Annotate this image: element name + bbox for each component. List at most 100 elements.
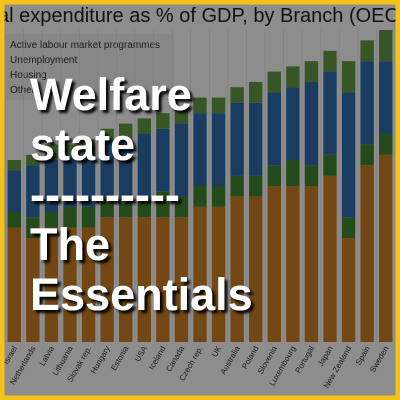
- bar-segment: [137, 217, 151, 342]
- bar-segment: [26, 217, 40, 238]
- bar-segment: [249, 82, 263, 103]
- bar-segment: [193, 97, 207, 114]
- bar-segment: [379, 134, 393, 155]
- bar-segment: [360, 40, 374, 62]
- bar-segment: [304, 165, 319, 186]
- bar-segment: [267, 186, 281, 342]
- bar-segment: [63, 154, 77, 207]
- bar-segment: [119, 123, 133, 140]
- bar-segment: [286, 87, 300, 160]
- bar-segment: [174, 196, 189, 218]
- bar-segment: [360, 165, 374, 342]
- bar-segment: [156, 113, 170, 129]
- bar-segment: [81, 139, 96, 155]
- bar-segment: [193, 113, 207, 186]
- bar-segment: [44, 212, 59, 228]
- bar-segment: [119, 139, 133, 202]
- bar-segment: [81, 206, 96, 228]
- headline-line: state: [30, 119, 135, 170]
- bar-segment: [81, 154, 96, 207]
- bar-segment: [286, 66, 300, 88]
- bar-segment: [323, 50, 337, 72]
- bar-segment: [267, 165, 281, 186]
- bar-segment: [119, 217, 133, 342]
- bar-segment: [341, 92, 356, 218]
- bar-segment: [137, 134, 151, 197]
- legend-label: Unemployment: [10, 55, 77, 66]
- legend-box: [6, 34, 174, 100]
- headline-line: The: [30, 219, 110, 270]
- bar-segment: [230, 175, 244, 197]
- bar-segment: [211, 113, 226, 186]
- bar-segment: [193, 186, 207, 207]
- bar-segment: [230, 102, 244, 176]
- headline-line: ----------: [30, 169, 180, 220]
- bar-segment: [174, 108, 189, 124]
- bar-segment: [137, 196, 151, 218]
- bar-segment: [341, 217, 356, 238]
- bar-segment: [63, 227, 77, 342]
- bar-segment: [7, 212, 21, 228]
- bar-segment: [249, 102, 263, 176]
- bar-segment: [63, 206, 77, 228]
- bar-segment: [100, 139, 114, 197]
- bar-segment: [323, 71, 337, 155]
- bar-segment: [156, 217, 170, 342]
- bar-segment: [360, 61, 374, 145]
- dark-overlay: [4, 4, 396, 396]
- bar-segment: [7, 170, 21, 212]
- bar-segment: [156, 128, 170, 192]
- bar-segment: [249, 196, 263, 342]
- bar-segment: [341, 61, 356, 93]
- bar-segment: [379, 30, 393, 62]
- legend: Active labour market programmes Unemploym…: [6, 34, 174, 100]
- bar-segment: [304, 186, 319, 342]
- bar-segment: [81, 227, 96, 342]
- headline-line: Welfare: [30, 69, 192, 120]
- chart-title: al expenditure as % of GDP, by Branch (O…: [0, 5, 400, 27]
- bar-segment: [249, 175, 263, 197]
- bar-segment: [304, 82, 319, 166]
- bar-segment: [119, 201, 133, 218]
- bar-segment: [267, 92, 281, 166]
- bar-segment: [174, 123, 189, 197]
- bar-segment: [230, 87, 244, 103]
- bar-segment: [267, 71, 281, 93]
- legend-label: Other: [10, 85, 36, 96]
- bar-segment: [7, 227, 21, 342]
- bar-segment: [211, 97, 226, 114]
- bar-segment: [26, 165, 40, 218]
- bar-segment: [100, 217, 114, 342]
- bar-segment: [323, 154, 337, 176]
- bar-segment: [286, 186, 300, 342]
- bar-segment: [379, 154, 393, 342]
- bar-segment: [304, 61, 319, 82]
- bar-segment: [211, 206, 226, 342]
- bar-segment: [137, 118, 151, 134]
- bar-segment: [44, 160, 59, 212]
- bar-segment: [193, 206, 207, 342]
- bar-segment: [360, 144, 374, 166]
- bar-segment: [44, 144, 59, 160]
- bar-segment: [63, 144, 77, 155]
- bar-segment: [100, 196, 114, 218]
- bar-segment: [230, 196, 244, 342]
- bar-segment: [174, 217, 189, 342]
- bar-segment: [26, 238, 40, 342]
- bar-segment: [7, 160, 21, 171]
- bar-segment: [341, 238, 356, 342]
- bar-segment: [100, 128, 114, 140]
- bar-segment: [156, 191, 170, 218]
- bar-segment: [44, 227, 59, 342]
- bar-segment: [26, 154, 40, 166]
- bar-segment: [323, 175, 337, 342]
- headline-line: Essentials: [30, 269, 253, 320]
- bar-segment: [211, 186, 226, 207]
- bar-segment: [286, 160, 300, 186]
- legend-label: Active labour market programmes: [10, 40, 160, 51]
- bar-segment: [379, 61, 393, 135]
